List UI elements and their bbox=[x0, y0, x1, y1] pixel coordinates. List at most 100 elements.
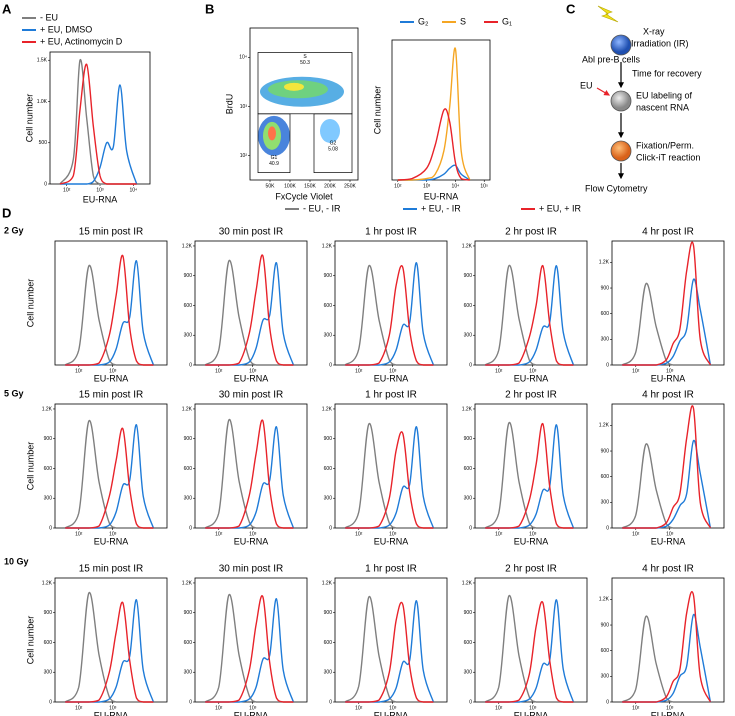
x-tick-label: 10² bbox=[632, 368, 640, 374]
panel-title: 4 hr post IR bbox=[642, 390, 694, 401]
y-tick-label: 600 bbox=[601, 311, 610, 317]
x-tick-label: 10³ bbox=[666, 531, 674, 537]
histogram-curve bbox=[59, 63, 137, 185]
x-axis-label: EU-RNA bbox=[514, 710, 549, 716]
plot-frame bbox=[54, 577, 168, 703]
y-tick-label: 1.2K bbox=[462, 406, 473, 412]
panel-title: 4 hr post IR bbox=[642, 564, 694, 575]
x-tick-label: 10³ bbox=[666, 705, 674, 711]
gate-percent: 50.3 bbox=[300, 60, 310, 66]
y-tick-label: 0 bbox=[469, 362, 472, 368]
x-axis-label: EU-RNA bbox=[94, 536, 129, 546]
x-axis-label: EU-RNA bbox=[651, 373, 686, 383]
y-tick-label: 900 bbox=[601, 285, 610, 291]
x-tick-label: 10² bbox=[75, 531, 83, 537]
legend-label: G₁ bbox=[502, 16, 512, 26]
histogram-curve bbox=[484, 265, 574, 366]
y-tick-label: 1.2K bbox=[462, 243, 473, 249]
x-tick-label: 10² bbox=[355, 531, 363, 537]
y-tick-label: 0 bbox=[329, 362, 332, 368]
histogram-curve bbox=[484, 422, 574, 529]
diagram-text: Click-iT reaction bbox=[636, 152, 700, 162]
diagram-text: X-ray bbox=[643, 26, 665, 36]
histogram-curve bbox=[397, 164, 471, 181]
histogram-curve bbox=[484, 595, 574, 703]
histogram-curve bbox=[204, 260, 294, 366]
x-tick-label: 10³ bbox=[423, 183, 431, 189]
y-tick-label: 0 bbox=[49, 699, 52, 705]
y-tick-label: 1.2K bbox=[322, 243, 333, 249]
panel-title: 30 min post IR bbox=[219, 390, 283, 401]
legend-label: + EU, - IR bbox=[421, 203, 461, 213]
histogram-curve bbox=[621, 443, 711, 529]
histogram-curve bbox=[397, 108, 470, 181]
diagram-text: Irradiation (IR) bbox=[631, 38, 689, 48]
y-tick-label: 600 bbox=[184, 303, 193, 309]
panel-title: 2 hr post IR bbox=[505, 564, 557, 575]
x-tick-label: 10² bbox=[215, 368, 223, 374]
gate-name: G1 bbox=[271, 155, 278, 161]
lightning-icon bbox=[597, 5, 619, 23]
histogram-curve bbox=[344, 596, 434, 703]
x-tick-label: 10⁵ bbox=[480, 183, 488, 189]
cell-icon bbox=[610, 34, 632, 56]
x-tick-label: 10² bbox=[75, 368, 83, 374]
x-tick-label: 200K bbox=[324, 183, 336, 189]
plot-frame bbox=[54, 240, 168, 366]
diagram-text: Fixation/Perm. bbox=[636, 140, 694, 150]
x-tick-label: 150K bbox=[304, 183, 316, 189]
y-tick-label: 300 bbox=[324, 670, 333, 676]
x-tick-label: 10⁴ bbox=[452, 183, 460, 189]
density-blob bbox=[320, 118, 340, 143]
histogram-curve bbox=[205, 595, 294, 703]
histogram-curve bbox=[622, 241, 712, 366]
y-tick-label: 300 bbox=[324, 496, 333, 502]
x-tick-label: 10² bbox=[394, 183, 402, 189]
y-tick-label: 900 bbox=[184, 436, 193, 442]
y-tick-label: 300 bbox=[184, 670, 193, 676]
legend-label: - EU, - IR bbox=[303, 203, 341, 213]
y-tick-label: 10⁴ bbox=[239, 55, 247, 61]
histogram-curve bbox=[64, 420, 154, 529]
y-tick-label: 900 bbox=[324, 273, 333, 279]
y-tick-label: 0 bbox=[469, 699, 472, 705]
y-tick-label: 900 bbox=[464, 273, 473, 279]
y-tick-label: 900 bbox=[324, 436, 333, 442]
y-tick-label: 600 bbox=[44, 466, 53, 472]
y-tick-label: 600 bbox=[464, 466, 473, 472]
diagram-text: Time for recovery bbox=[632, 68, 702, 78]
plot-frame bbox=[611, 403, 725, 529]
y-tick-label: 1.2K bbox=[462, 580, 473, 586]
panel-title: 1 hr post IR bbox=[365, 390, 417, 401]
plot-frame bbox=[334, 403, 448, 529]
legend-label: G₂ bbox=[418, 16, 429, 26]
panel-title: 4 hr post IR bbox=[642, 227, 694, 238]
y-tick-label: 900 bbox=[601, 448, 610, 454]
gate bbox=[257, 52, 353, 115]
density-blob bbox=[268, 126, 276, 141]
legend-label: - EU bbox=[40, 12, 58, 22]
y-tick-label: 900 bbox=[44, 436, 53, 442]
y-tick-label: 0 bbox=[329, 525, 332, 531]
row-label: 10 Gy bbox=[4, 556, 29, 566]
y-tick-label: 1.2K bbox=[182, 580, 193, 586]
x-axis-label: EU-RNA bbox=[374, 373, 409, 383]
y-tick-label: 600 bbox=[324, 640, 333, 646]
x-tick-label: 10³ bbox=[249, 531, 257, 537]
y-tick-label: 600 bbox=[324, 466, 333, 472]
y-tick-label: 900 bbox=[184, 273, 193, 279]
x-tick-label: 10² bbox=[63, 187, 71, 193]
y-tick-label: 0 bbox=[606, 699, 609, 705]
arrow bbox=[596, 87, 611, 96]
y-tick-label: 0 bbox=[189, 525, 192, 531]
y-tick-label: 600 bbox=[44, 640, 53, 646]
histogram-curve bbox=[64, 592, 154, 703]
x-axis-label: EU-RNA bbox=[514, 373, 549, 383]
y-axis-label: Cell number bbox=[25, 442, 35, 491]
density-cloud bbox=[258, 76, 344, 156]
histogram-curve bbox=[622, 591, 712, 703]
histogram-curve bbox=[344, 265, 434, 366]
x-tick-label: 10² bbox=[215, 531, 223, 537]
plot-frame bbox=[611, 577, 725, 703]
